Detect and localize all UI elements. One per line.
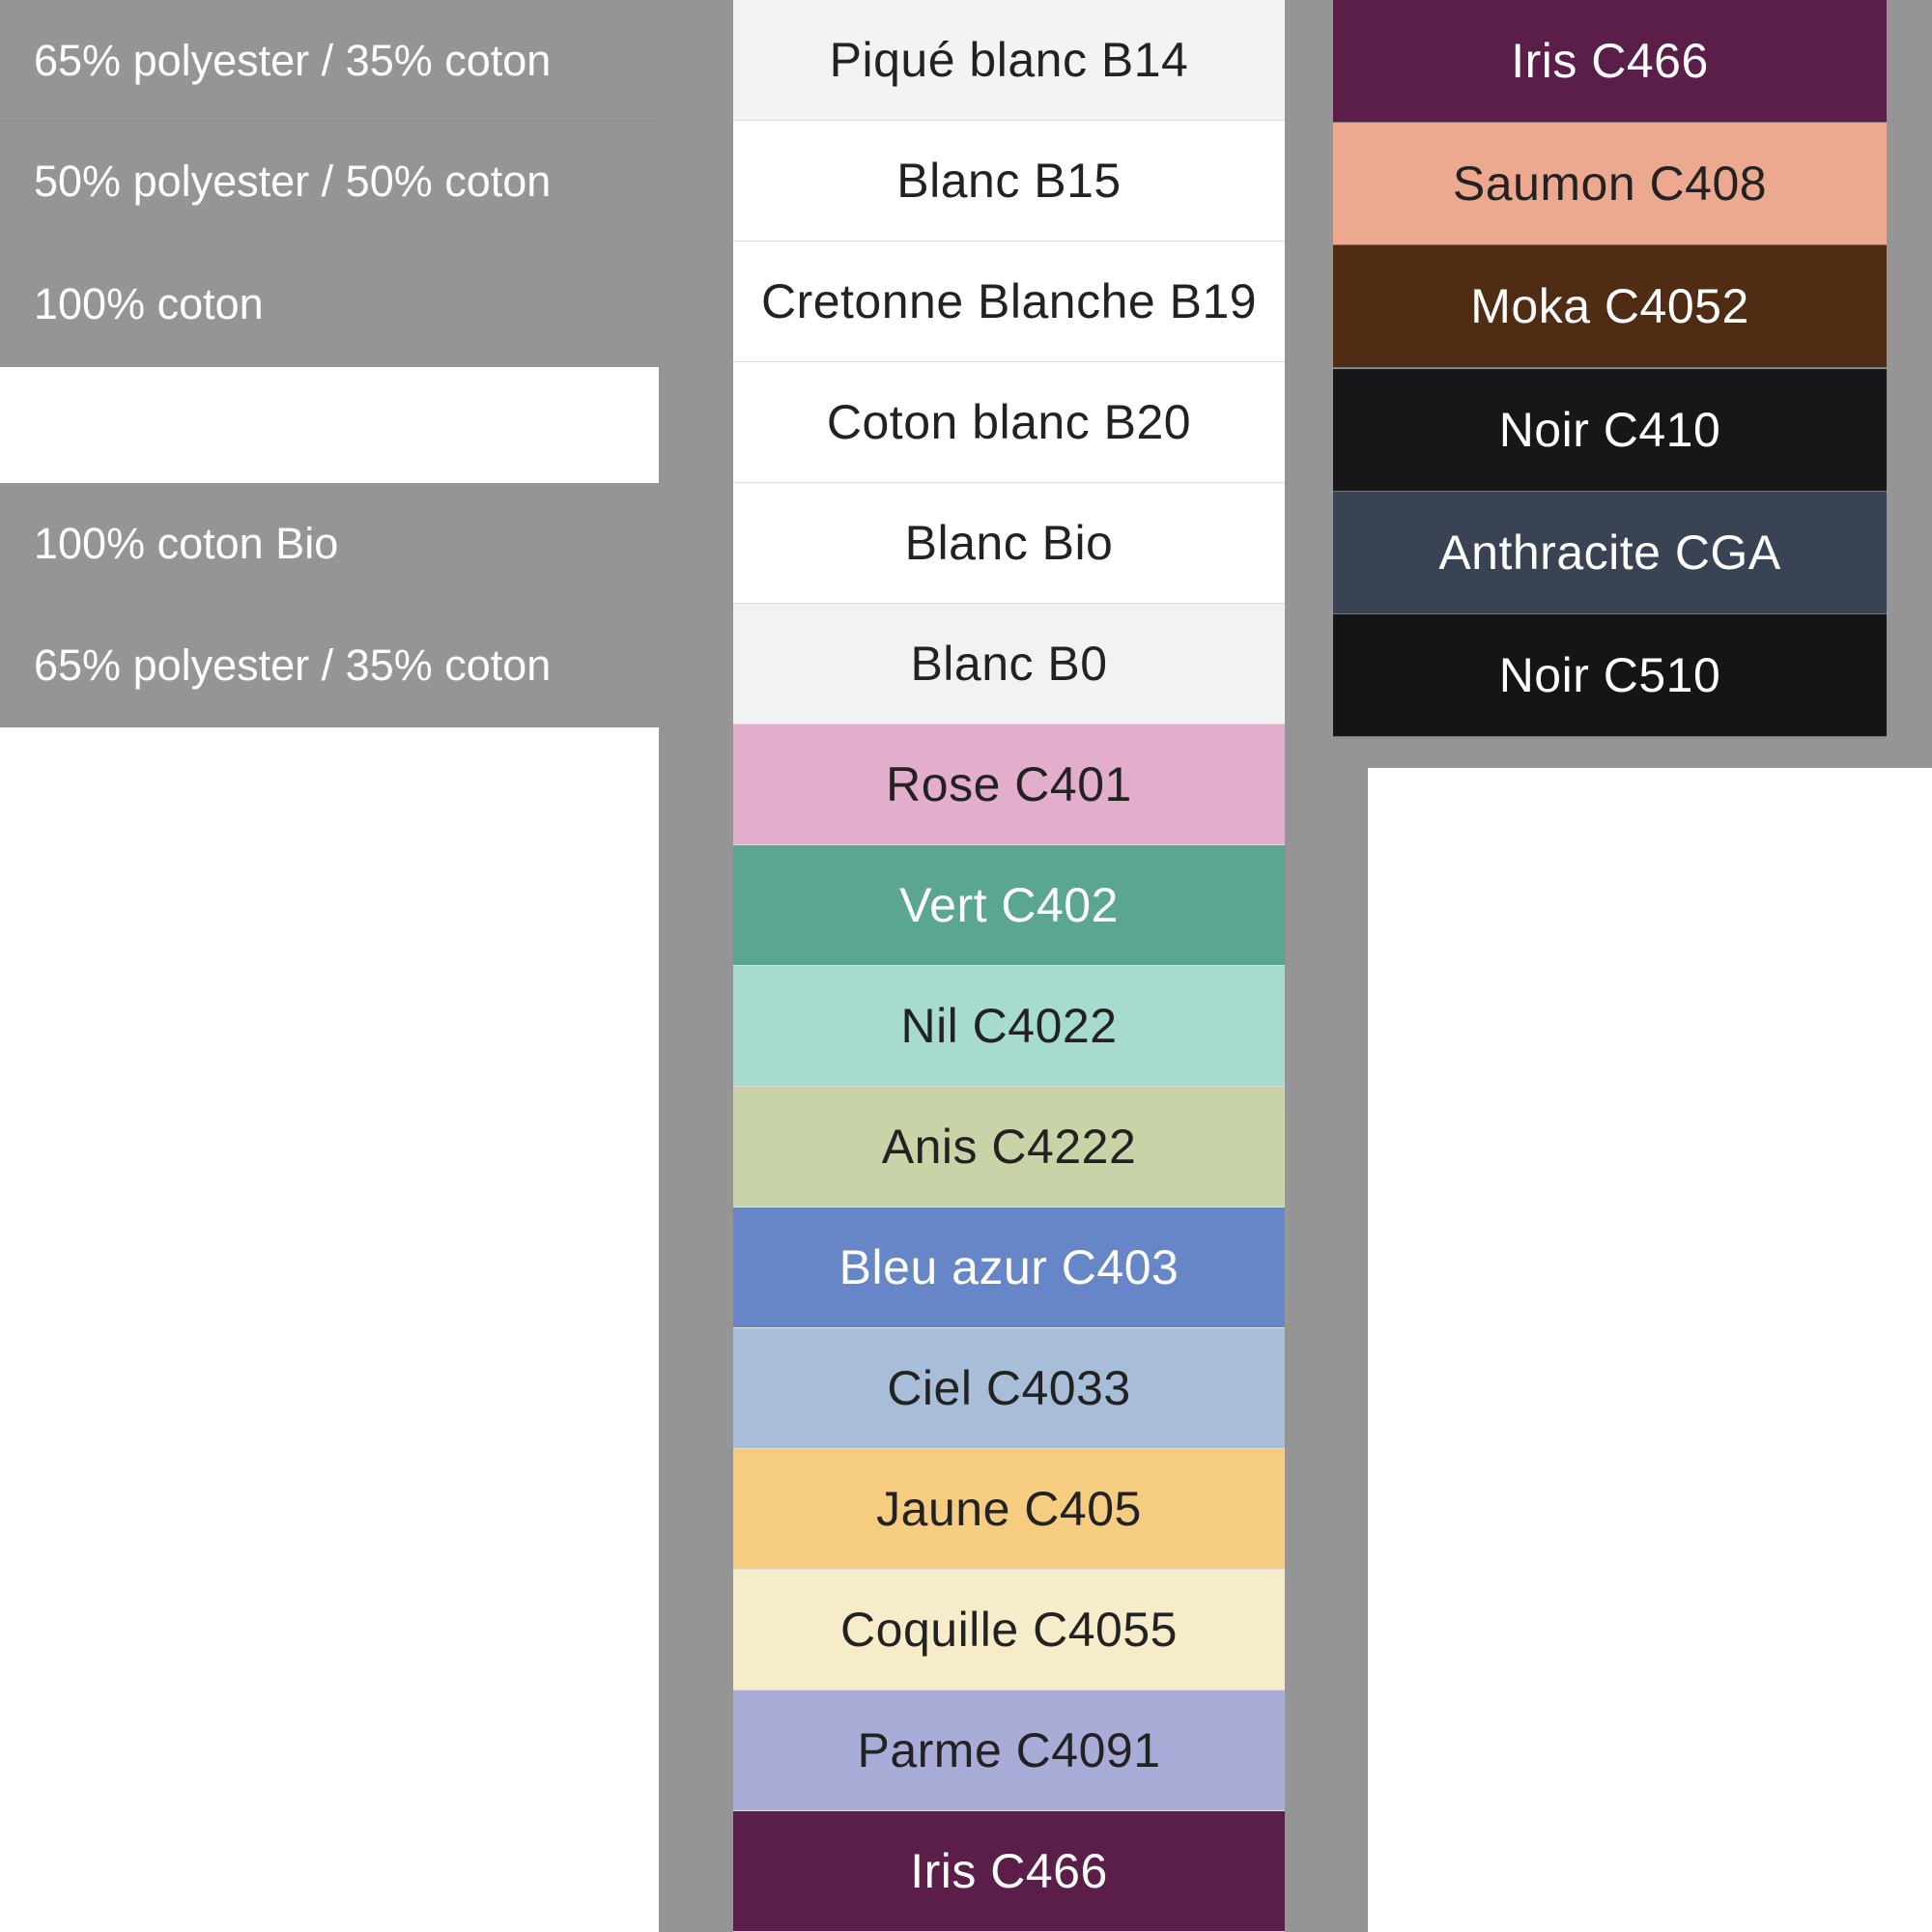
swatch-label: Piqué blanc B14 [829,33,1189,87]
color-swatch[interactable]: Blanc B15 [733,121,1285,242]
swatch-label: Iris C466 [1511,34,1709,88]
color-swatch[interactable]: Cretonne Blanche B19 [733,242,1285,362]
color-swatch[interactable]: Iris C466 [1333,0,1887,123]
spacer [0,367,659,483]
swatch-label: Anis C4222 [881,1120,1137,1174]
color-swatch[interactable]: Rose C401 [733,724,1285,845]
color-swatch[interactable]: Jaune C405 [733,1449,1285,1570]
color-swatch[interactable]: Anthracite CGA [1333,491,1887,614]
swatch-label: Noir C410 [1498,402,1721,457]
swatch-label: Rose C401 [886,757,1132,811]
color-swatch[interactable]: Bleu azur C403 [733,1208,1285,1328]
color-swatch[interactable]: Noir C510 [1333,614,1887,737]
swatch-label: Jaune C405 [876,1482,1142,1536]
composition-label: 50% polyester / 50% coton [0,121,659,242]
swatch-label: Noir C510 [1498,648,1721,702]
color-swatch[interactable]: Ciel C4033 [733,1328,1285,1449]
swatch-label: Parme C4091 [857,1723,1161,1777]
color-swatch[interactable]: Moka C4052 [1333,245,1887,369]
color-swatch[interactable]: Saumon C408 [1333,123,1887,246]
color-swatch[interactable]: Coton blanc B20 [733,362,1285,483]
background-blank [1368,768,1932,1932]
composition-label: 65% polyester / 35% coton [34,640,552,690]
swatch-label: Vert C402 [899,878,1119,932]
swatch-label: Anthracite CGA [1438,525,1781,580]
color-swatch[interactable]: Blanc Bio [733,483,1285,604]
swatch-label: Coquille C4055 [840,1603,1178,1657]
color-swatch[interactable]: Coquille C4055 [733,1570,1285,1690]
swatch-label: Bleu azur C403 [838,1240,1179,1294]
background-blank [0,727,659,1932]
color-swatch[interactable]: Iris C466 [733,1811,1285,1932]
swatch-label: Moka C4052 [1470,279,1749,334]
color-swatch[interactable]: Vert C402 [733,845,1285,966]
swatch-label: Nil C4022 [900,999,1118,1053]
composition-label: 100% coton [34,279,264,328]
swatch-label: Saumon C408 [1452,156,1768,212]
swatch-label: Blanc Bio [904,516,1114,570]
composition-label: 65% polyester / 35% coton [34,35,552,85]
color-swatch[interactable]: Noir C410 [1333,368,1887,492]
swatch-label: Blanc B15 [896,154,1122,208]
swatch-label: Blanc B0 [910,637,1108,691]
swatch-label: Cretonne Blanche B19 [760,274,1258,328]
color-swatch[interactable]: Blanc B0 [733,604,1285,724]
swatch-label: Coton blanc B20 [826,395,1192,449]
color-swatch[interactable]: Parme C4091 [733,1690,1285,1811]
composition-label: 100% coton Bio [34,518,339,568]
swatch-label: Ciel C4033 [887,1361,1131,1415]
color-swatch[interactable]: Nil C4022 [733,966,1285,1087]
color-swatch[interactable]: Anis C4222 [733,1087,1285,1208]
swatch-label: Iris C466 [910,1844,1108,1898]
color-swatch[interactable]: Piqué blanc B14 [733,0,1285,121]
